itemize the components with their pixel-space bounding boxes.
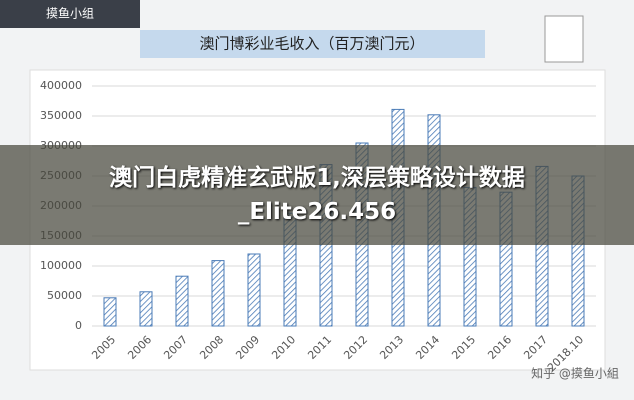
y-tick-label: 100000: [40, 259, 82, 272]
bar: [175, 275, 189, 327]
title-box: [140, 30, 485, 58]
bar: [139, 291, 153, 327]
y-tick-label: 400000: [40, 79, 82, 92]
qr-code: [544, 15, 584, 63]
bar: [247, 253, 261, 327]
bar: [103, 297, 117, 327]
logo: 摸鱼小组: [46, 7, 94, 21]
banner: 澳门白虎精准玄武版1,深层策略设计数据_Elite26.456: [0, 145, 634, 245]
y-tick-label: 50000: [47, 289, 82, 302]
chart-title: 澳门博彩业毛收入（百万澳门元）: [199, 35, 424, 53]
headline: 澳门白虎精准玄武版1,深层策略设计数据_Elite26.456: [109, 165, 525, 225]
bar: [211, 260, 225, 327]
logo-bg: [0, 0, 140, 28]
watermark: 知乎 @摸鱼小組: [531, 367, 619, 381]
y-tick-label: 0: [75, 319, 82, 332]
y-tick-label: 350000: [40, 109, 82, 122]
